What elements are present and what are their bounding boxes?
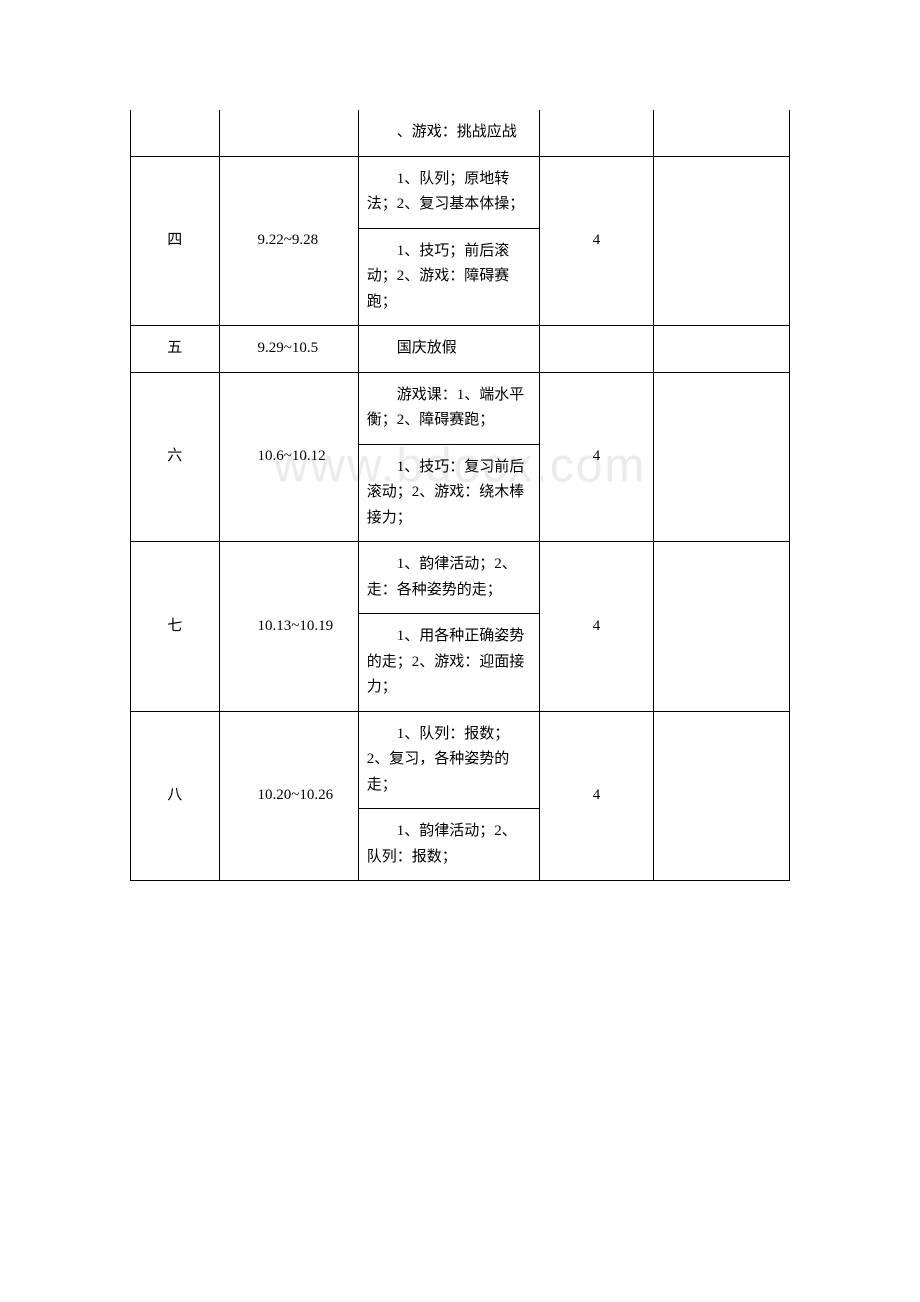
table-row: 五 9.29~10.5 国庆放假 [131, 326, 790, 373]
cell-content: 1、韵律活动；2、队列：报数； [358, 809, 540, 881]
cell-note [653, 110, 789, 156]
cell-num [131, 110, 220, 156]
cell-num: 五 [131, 326, 220, 373]
cell-hours: 4 [540, 156, 653, 326]
table-row: 、游戏：挑战应战 [131, 110, 790, 156]
cell-hours: 4 [540, 711, 653, 881]
table-row: 七 10.13~10.19 1、韵律活动；2、走：各种姿势的走； 4 [131, 542, 790, 614]
cell-date: 10.6~10.12 [219, 372, 358, 542]
cell-note [653, 542, 789, 712]
cell-date [219, 110, 358, 156]
table-row: 四 9.22~9.28 1、队列；原地转法；2、复习基本体操； 4 [131, 156, 790, 228]
cell-hours [540, 110, 653, 156]
cell-num: 四 [131, 156, 220, 326]
cell-num: 七 [131, 542, 220, 712]
cell-hours: 4 [540, 372, 653, 542]
cell-num: 六 [131, 372, 220, 542]
cell-content: 、游戏：挑战应战 [358, 110, 540, 156]
cell-content: 1、用各种正确姿势的走；2、游戏：迎面接力； [358, 614, 540, 712]
cell-content: 1、技巧；前后滚动；2、游戏：障碍赛跑； [358, 228, 540, 326]
schedule-table: 、游戏：挑战应战 四 9.22~9.28 1、队列；原地转法；2、复习基本体操；… [130, 110, 790, 881]
cell-content: 国庆放假 [358, 326, 540, 373]
cell-date: 9.29~10.5 [219, 326, 358, 373]
cell-hours: 4 [540, 542, 653, 712]
cell-date: 10.13~10.19 [219, 542, 358, 712]
cell-content: 1、技巧：复习前后滚动；2、游戏：绕木棒接力； [358, 444, 540, 542]
cell-date: 9.22~9.28 [219, 156, 358, 326]
cell-note [653, 372, 789, 542]
cell-content: 1、队列；原地转法；2、复习基本体操； [358, 156, 540, 228]
cell-note [653, 156, 789, 326]
cell-content: 1、韵律活动；2、走：各种姿势的走； [358, 542, 540, 614]
cell-hours [540, 326, 653, 373]
table-row: 八 10.20~10.26 1、队列：报数；2、复习，各种姿势的走； 4 [131, 711, 790, 809]
cell-note [653, 326, 789, 373]
cell-num: 八 [131, 711, 220, 881]
cell-content: 游戏课：1、端水平衡；2、障碍赛跑； [358, 372, 540, 444]
cell-content: 1、队列：报数；2、复习，各种姿势的走； [358, 711, 540, 809]
cell-note [653, 711, 789, 881]
table-row: 六 10.6~10.12 游戏课：1、端水平衡；2、障碍赛跑； 4 [131, 372, 790, 444]
cell-date: 10.20~10.26 [219, 711, 358, 881]
